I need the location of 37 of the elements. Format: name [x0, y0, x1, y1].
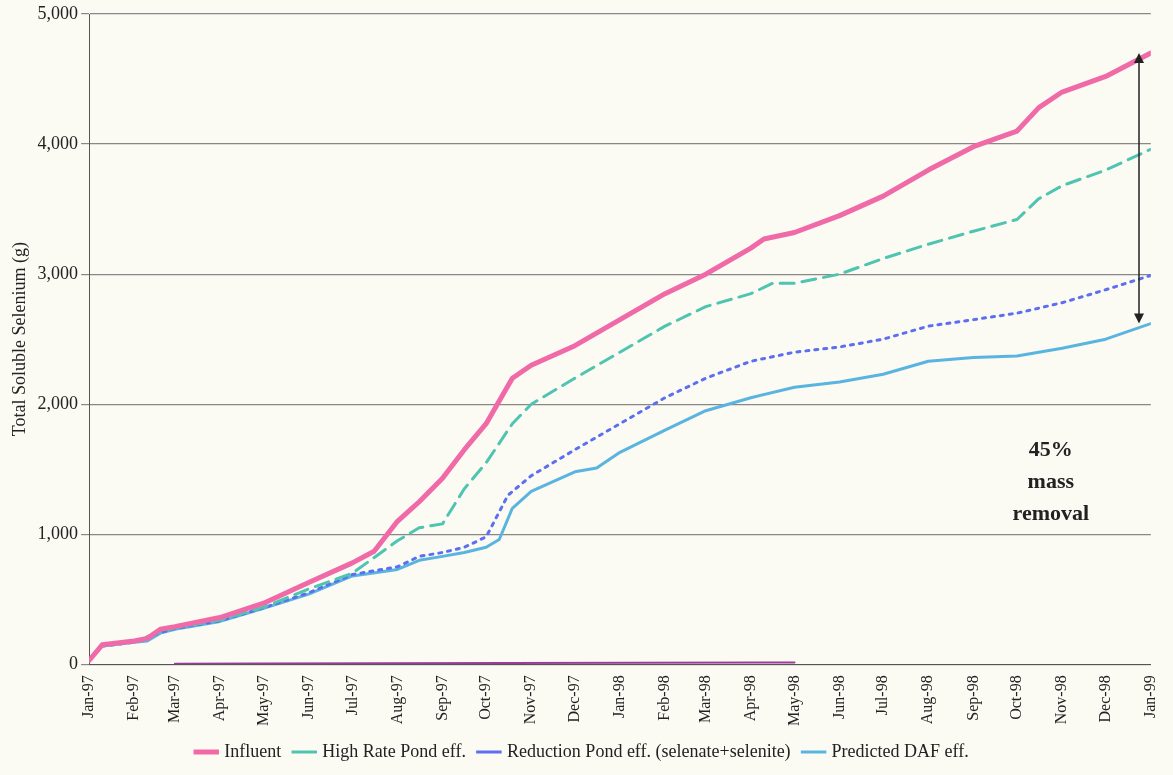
- x-tick-label: Oct-98: [1007, 675, 1025, 720]
- x-tick-label: Apr-98: [741, 675, 760, 722]
- x-tick-label: Nov-97: [521, 675, 539, 725]
- y-tick-label: 0: [69, 653, 79, 674]
- x-tick-label: Jul-98: [873, 675, 891, 716]
- y-tick-label: 2,000: [37, 392, 79, 413]
- x-tick-label: Jun-97: [298, 675, 316, 719]
- x-tick-label: Jan-97: [79, 675, 97, 718]
- legend-label: Influent: [224, 740, 282, 761]
- y-axis-title: Total Soluble Selenium (g): [8, 242, 30, 437]
- legend-label: High Rate Pond eff.: [322, 740, 466, 761]
- x-tick-label: May-98: [784, 675, 803, 726]
- x-tick-label: Aug-98: [918, 675, 937, 725]
- y-tick-label: 5,000: [37, 2, 79, 23]
- legend-label: Predicted DAF eff.: [831, 740, 969, 761]
- legend-label: Reduction Pond eff. (selenate+selenite): [506, 740, 791, 762]
- y-tick-label: 1,000: [37, 523, 79, 544]
- x-tick-label: Jun-98: [829, 675, 847, 719]
- x-tick-label: May-97: [253, 675, 272, 726]
- y-tick-label: 4,000: [37, 132, 79, 153]
- x-tick-label: Oct-97: [476, 675, 494, 720]
- y-tick-label: 3,000: [37, 262, 79, 283]
- x-tick-label: Jan-99: [1141, 675, 1158, 718]
- x-tick-label: Jul-97: [342, 675, 360, 716]
- x-tick-label: Aug-97: [387, 675, 406, 725]
- x-tick-label: Dec-98: [1095, 675, 1113, 723]
- x-tick-label: Dec-97: [565, 675, 583, 723]
- x-tick-label: Feb-98: [655, 675, 673, 721]
- x-tick-label: Sep-97: [432, 675, 451, 721]
- x-tick-label: Jan-98: [610, 675, 628, 718]
- x-tick-label: Mar-98: [695, 675, 713, 724]
- x-tick-label: Mar-97: [165, 675, 183, 724]
- x-tick-label: Apr-97: [210, 675, 229, 722]
- x-tick-label: Feb-97: [124, 675, 142, 721]
- x-tick-label: Nov-98: [1052, 675, 1070, 725]
- annotation: 45% mass removal: [1012, 435, 1090, 525]
- x-tick-label: Sep-98: [963, 675, 982, 721]
